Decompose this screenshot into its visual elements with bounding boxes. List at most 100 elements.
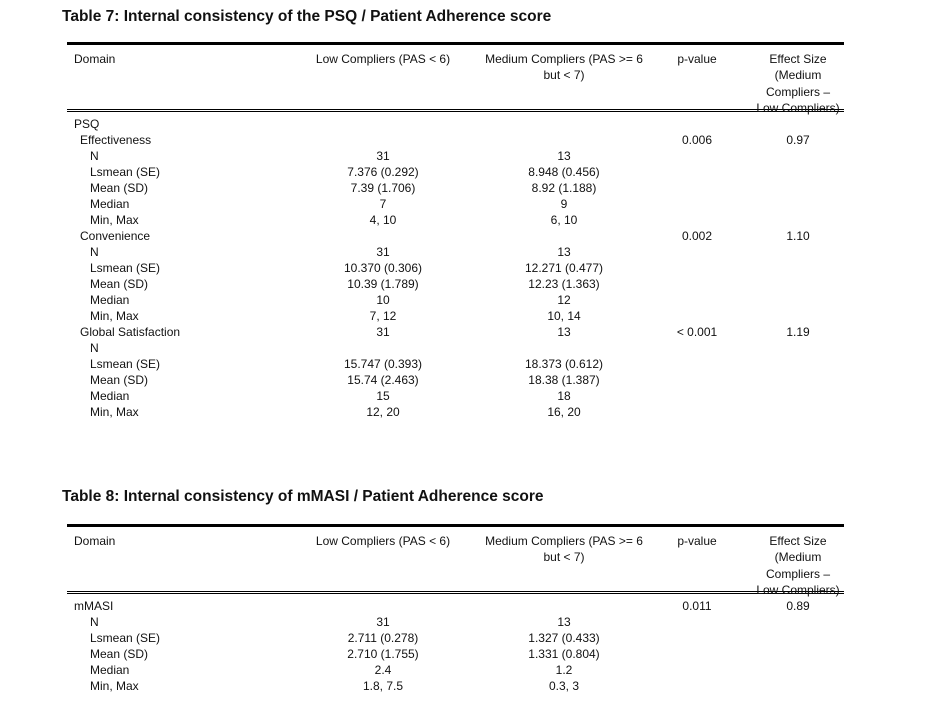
header-line: Compliers – (765, 566, 831, 581)
medium-compliers-cell: 6, 10 (550, 213, 578, 227)
low-compliers-cell: 15.74 (2.463) (347, 373, 419, 387)
table-7-title: Table 7: Internal consistency of the PSQ… (62, 8, 552, 25)
medium-compliers-cell: 13 (557, 149, 571, 163)
domain-cell: N (90, 245, 99, 259)
header-effect-size: Effect Size (Medium Compliers – Low Complie… (752, 51, 844, 116)
low-compliers-cell: 31 (376, 149, 390, 163)
medium-compliers-cell: 16, 20 (547, 405, 581, 419)
header-line: but < 7) (543, 68, 585, 83)
medium-compliers-cell: 18 (557, 389, 571, 403)
effect-size-cell: 0.89 (786, 599, 810, 613)
header-p-value: p-value (662, 51, 732, 67)
medium-compliers-cell: 13 (557, 615, 571, 629)
table-row: Median 15 18 (67, 388, 844, 404)
table-row: Convenience 0.002 1.10 (67, 228, 844, 244)
domain-cell: Min, Max (90, 309, 139, 323)
table-row: N 31 13 (67, 148, 844, 164)
table-row: mMASI 0.011 0.89 (67, 598, 844, 614)
domain-cell: Min, Max (90, 405, 139, 419)
header-line: Low Compliers (PAS < 6) (315, 52, 451, 66)
medium-compliers-cell: 13 (557, 245, 571, 259)
domain-cell: Mean (SD) (90, 277, 149, 291)
header-line: but < 7) (543, 550, 585, 565)
table-row: Median 2.4 1.2 (67, 662, 844, 678)
domain-cell: Mean (SD) (90, 373, 149, 387)
table-row: Mean (SD) 10.39 (1.789) 12.23 (1.363) (67, 276, 844, 292)
table-row: Mean (SD) 2.710 (1.755) 1.331 (0.804) (67, 646, 844, 662)
low-compliers-cell: 15 (376, 389, 390, 403)
p-value-cell: 0.002 (681, 229, 713, 243)
table-row: N (67, 340, 844, 356)
domain-cell: mMASI (74, 599, 114, 613)
table-row: Min, Max 4, 10 6, 10 (67, 212, 844, 228)
p-value-cell: 0.006 (681, 133, 713, 147)
header-line: (Medium (774, 68, 822, 83)
low-compliers-cell: 12, 20 (366, 405, 400, 419)
domain-cell: Median (90, 389, 130, 403)
domain-cell: N (90, 341, 99, 355)
header-domain: Domain (74, 51, 115, 67)
domain-cell: Mean (SD) (90, 647, 149, 661)
table-row: Lsmean (SE) 7.376 (0.292) 8.948 (0.456) (67, 164, 844, 180)
header-low-compliers: Low Compliers (PAS < 6) (300, 51, 466, 67)
domain-cell: Lsmean (SE) (90, 357, 161, 371)
domain-cell: Effectiveness (80, 133, 152, 147)
domain-cell: N (90, 149, 99, 163)
table-row: Min, Max 12, 20 16, 20 (67, 404, 844, 420)
p-value-cell: 0.011 (682, 599, 712, 613)
low-compliers-cell: 31 (376, 615, 390, 629)
header-line: Compliers – (765, 84, 831, 99)
p-value-cell: < 0.001 (676, 325, 718, 339)
low-compliers-cell: 1.8, 7.5 (362, 679, 404, 693)
table-row: Global Satisfaction 31 13 < 0.001 1.19 (67, 324, 844, 340)
medium-compliers-cell: 1.331 (0.804) (528, 647, 600, 661)
table-row: Lsmean (SE) 2.711 (0.278) 1.327 (0.433) (67, 630, 844, 646)
low-compliers-cell: 7, 12 (369, 309, 397, 323)
low-compliers-cell: 7.376 (0.292) (347, 165, 419, 179)
low-compliers-cell: 10.39 (1.789) (347, 277, 419, 291)
medium-compliers-cell: 0.3, 3 (548, 679, 580, 693)
effect-size-cell: 1.19 (786, 325, 810, 339)
table-8: Domain Low Compliers (PAS < 6) Medium Comp… (67, 524, 844, 694)
low-compliers-cell: 4, 10 (369, 213, 397, 227)
low-compliers-cell: 10.370 (0.306) (343, 261, 423, 275)
table-row: N 31 13 (67, 614, 844, 630)
table-row: Mean (SD) 15.74 (2.463) 18.38 (1.387) (67, 372, 844, 388)
header-line: Medium Compliers (PAS >= 6 (485, 534, 643, 548)
domain-cell: PSQ (74, 117, 100, 131)
header-line: Low Compliers) (756, 582, 840, 597)
low-compliers-cell: 31 (376, 245, 390, 259)
header-line: Domain (74, 534, 116, 548)
medium-compliers-cell: 9 (560, 197, 568, 211)
header-rule (67, 591, 844, 594)
domain-cell: Min, Max (90, 213, 139, 227)
header-line: (Medium (774, 550, 822, 565)
domain-cell: Mean (SD) (90, 181, 149, 195)
low-compliers-cell: 2.4 (374, 663, 392, 677)
table-header: Domain Low Compliers (PAS < 6) Medium Comp… (67, 45, 844, 115)
header-line: Effect Size (769, 534, 827, 548)
effect-size-cell: 0.97 (786, 133, 810, 147)
header-medium-compliers: Medium Compliers (PAS >= 6 but < 7) (464, 51, 664, 84)
medium-compliers-cell: 13 (557, 325, 571, 339)
table-row: Effectiveness 0.006 0.97 (67, 132, 844, 148)
medium-compliers-cell: 12.23 (1.363) (528, 277, 600, 291)
medium-compliers-cell: 18.38 (1.387) (528, 373, 600, 387)
table-row: N 31 13 (67, 244, 844, 260)
domain-cell: Median (90, 663, 130, 677)
table-row: Lsmean (SE) 15.747 (0.393) 18.373 (0.612) (67, 356, 844, 372)
table-header: Domain Low Compliers (PAS < 6) Medium Comp… (67, 527, 844, 597)
low-compliers-cell: 10 (376, 293, 390, 307)
table-row: PSQ (67, 116, 844, 132)
header-domain: Domain (74, 533, 115, 549)
medium-compliers-cell: 12.271 (0.477) (524, 261, 604, 275)
header-p-value: p-value (662, 533, 732, 549)
domain-cell: Lsmean (SE) (90, 261, 161, 275)
domain-cell: Lsmean (SE) (90, 631, 161, 645)
header-medium-compliers: Medium Compliers (PAS >= 6 but < 7) (464, 533, 664, 566)
low-compliers-cell: 7 (379, 197, 387, 211)
table-row: Lsmean (SE) 10.370 (0.306) 12.271 (0.477) (67, 260, 844, 276)
header-rule (67, 109, 844, 112)
header-line: Effect Size (769, 52, 827, 66)
table-row: Median 10 12 (67, 292, 844, 308)
